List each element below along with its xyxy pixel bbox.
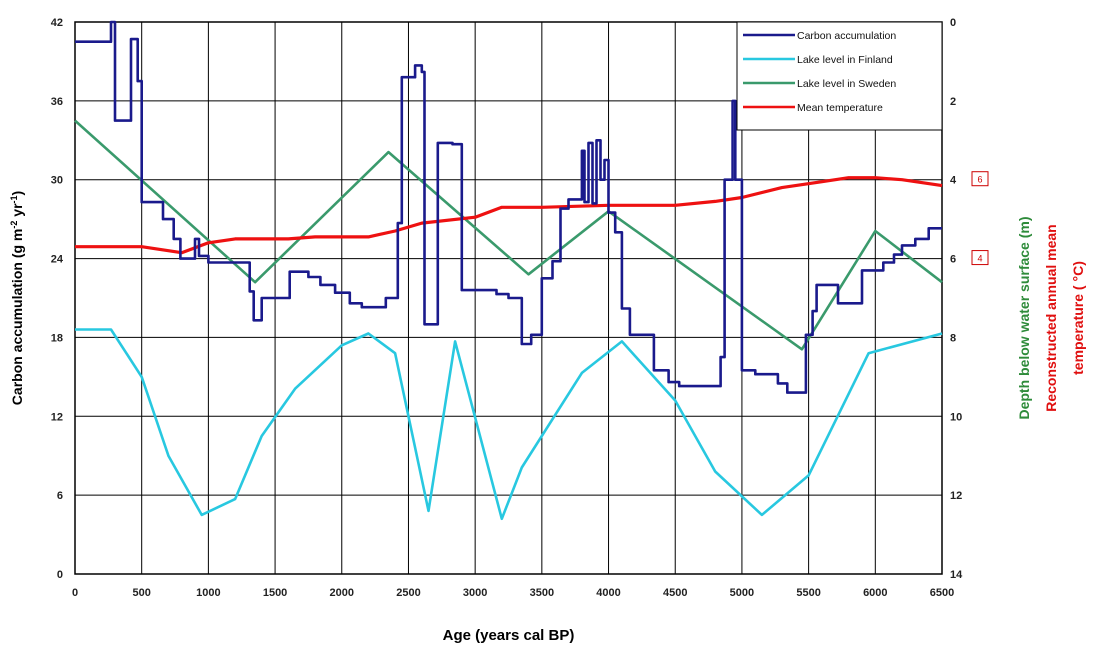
series-line-mean-temperature <box>75 176 943 255</box>
y-left-title-sup1: -2 <box>9 221 19 229</box>
plot-frame <box>74 21 943 575</box>
x-tick-label: 6000 <box>863 587 887 599</box>
y-right-tick-label: 0 <box>950 17 956 29</box>
temperature-mark-box <box>971 250 989 266</box>
temperature-mark-box <box>971 171 989 187</box>
x-tick-label: 4000 <box>596 587 620 599</box>
y-right-tick-label: 4 <box>950 175 957 187</box>
x-tick-label: 2000 <box>330 587 354 599</box>
y-right-tick-label: 8 <box>950 332 956 344</box>
y-left-title-sup2: -1 <box>9 195 19 203</box>
series-line-lake-level-in-finland <box>75 328 943 521</box>
x-tick-label: 0 <box>72 587 78 599</box>
x-tick-label: 4500 <box>663 587 687 599</box>
y-right-tick-label: 14 <box>950 569 963 581</box>
legend-box <box>736 21 943 131</box>
y-left-title-end: ) <box>9 191 25 196</box>
temperature-marks: 64 <box>971 171 989 266</box>
y-left-tick-label: 6 <box>57 490 63 502</box>
x-tick-label: 1000 <box>196 587 220 599</box>
y-left-tick-label: 42 <box>51 17 63 29</box>
x-tick-label: 1500 <box>263 587 287 599</box>
y-left-title-main: Carbon accumulation (g m <box>9 229 25 406</box>
legend-label-lake-level-finland: Lake level in Finland <box>797 54 893 66</box>
series-layer <box>74 20 943 521</box>
legend: Carbon accumulation Lake level in Finlan… <box>736 21 943 131</box>
y-right-tick-label: 10 <box>950 411 962 423</box>
y-left-title-mid: yr <box>9 203 25 221</box>
legend-label-lake-level-sweden: Lake level in Sweden <box>797 78 896 90</box>
x-tick-label: 3000 <box>463 587 487 599</box>
x-tick-label: 500 <box>133 587 151 599</box>
y-left-tick-label: 12 <box>51 411 63 423</box>
y-left-tick-label: 24 <box>51 254 64 266</box>
temperature-mark-label: 6 <box>977 175 982 185</box>
series-line-carbon-accumulation <box>75 20 942 394</box>
y-left-axis-title: Carbon accumulation (g m-2 yr-1) <box>9 191 25 405</box>
x-tick-label: 5000 <box>730 587 754 599</box>
temperature-mark-label: 4 <box>977 254 982 264</box>
y-left-tick-label: 30 <box>51 175 63 187</box>
x-tick-label: 3500 <box>530 587 554 599</box>
x-axis-title: Age (years cal BP) <box>443 627 575 644</box>
x-tick-label: 6500 <box>930 587 954 599</box>
y-right-temperature-title-line1: Reconstructed annual mean <box>1043 224 1059 412</box>
y-right-tick-label: 12 <box>950 490 962 502</box>
legend-label-carbon-accumulation: Carbon accumulation <box>797 30 896 42</box>
y-right-temperature-title-line2: temperature ( °C) <box>1070 261 1086 375</box>
y-right-depth-title: Depth below water surface (m) <box>1016 216 1032 419</box>
y-left-tick-label: 0 <box>57 569 63 581</box>
legend-label-mean-temperature: Mean temperature <box>797 102 883 114</box>
x-tick-label: 5500 <box>796 587 820 599</box>
y-right-tick-label: 6 <box>950 254 956 266</box>
series-line-lake-level-in-sweden <box>74 119 943 351</box>
y-left-tick-label: 36 <box>51 96 63 108</box>
y-right-tick-label: 2 <box>950 96 956 108</box>
y-left-tick-label: 18 <box>51 332 63 344</box>
tick-labels: 0 500 1000 1500 2000 2500 3000 3500 4000 4500 5000… <box>51 17 963 599</box>
x-tick-label: 2500 <box>396 587 420 599</box>
